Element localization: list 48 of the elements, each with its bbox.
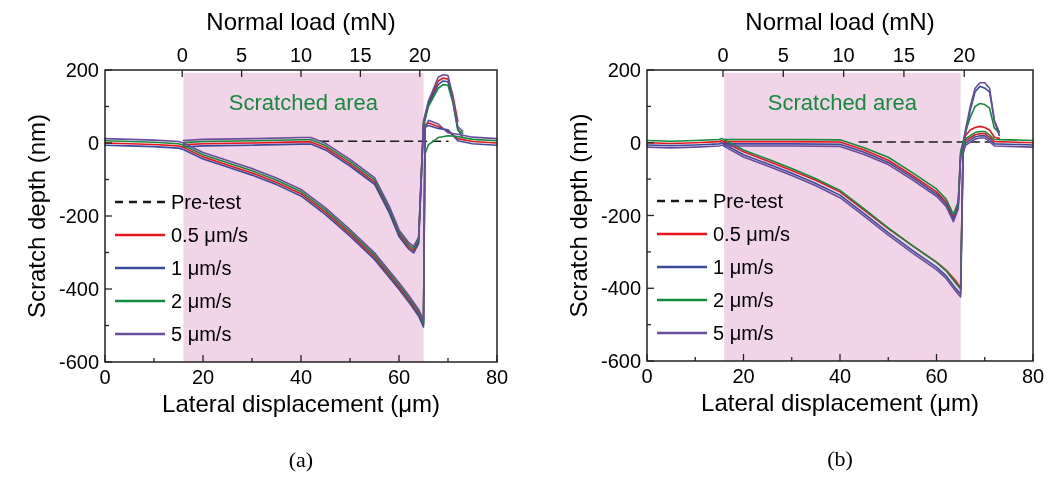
legend-label: 2 μm/s <box>713 289 774 311</box>
legend-label: 0.5 μm/s <box>171 224 249 246</box>
legend-label: 1 μm/s <box>713 256 774 278</box>
x-tick-label: 80 <box>1021 365 1045 387</box>
y-tick-label: -400 <box>58 278 99 300</box>
y-tick-label: 200 <box>607 59 641 81</box>
y-tick-label: -600 <box>58 351 99 373</box>
x2-tick-label: 20 <box>953 44 976 66</box>
x2-tick-label: 0 <box>176 44 188 66</box>
x-axis-title: Lateral displacement (μm) <box>701 389 979 416</box>
y-tick-label: -200 <box>58 205 99 227</box>
text: (b) <box>827 446 853 471</box>
y-axis-title: Scratch depth (nm) <box>23 113 50 319</box>
legend-label: 5 μm/s <box>713 322 774 344</box>
x-tick-label: 80 <box>485 366 509 388</box>
x-tick-label: 20 <box>732 365 755 387</box>
x2-tick-label: 5 <box>777 44 789 66</box>
y-tick-label: 0 <box>629 131 641 154</box>
x2-tick-label: 10 <box>832 44 855 66</box>
x2-axis-title: Normal load (mN) <box>745 8 935 35</box>
y-tick-label: -200 <box>600 204 641 227</box>
text: (a) <box>288 447 314 472</box>
x2-tick-label: 0 <box>717 44 729 66</box>
y-tick-label: 0 <box>87 132 99 154</box>
y-tick-label: -600 <box>600 350 641 372</box>
y-tick-label: -400 <box>600 277 641 300</box>
x-axis-title: Lateral displacement (μm) <box>162 390 440 417</box>
x2-tick-label: 20 <box>408 44 431 66</box>
legend-label: Pre-test <box>713 190 784 212</box>
x2-tick-label: 15 <box>349 44 372 66</box>
legend-label: Pre-test <box>171 191 242 213</box>
band-label: Scratched area <box>767 90 918 115</box>
x-tick-label: 20 <box>191 366 215 388</box>
legend-label: 1 μm/s <box>171 257 232 279</box>
y-axis-title: Scratch depth (nm) <box>565 113 592 318</box>
x-tick-label: 40 <box>289 366 313 388</box>
legend-label: 2 μm/s <box>171 290 232 312</box>
legend-label: 0.5 μm/s <box>713 223 791 245</box>
x2-tick-label: 5 <box>236 44 248 66</box>
y-tick-label: 200 <box>65 59 99 81</box>
x2-tick-label: 10 <box>289 44 313 66</box>
band-label: Scratched area <box>228 90 379 115</box>
x2-axis-title: Normal load (mN) <box>206 8 396 35</box>
x2-tick-label: 15 <box>892 44 916 66</box>
x-tick-label: 40 <box>828 365 852 387</box>
x-tick-label: 60 <box>387 366 411 388</box>
x-tick-label: 60 <box>925 365 948 387</box>
legend-label: 5 μm/s <box>171 323 232 345</box>
